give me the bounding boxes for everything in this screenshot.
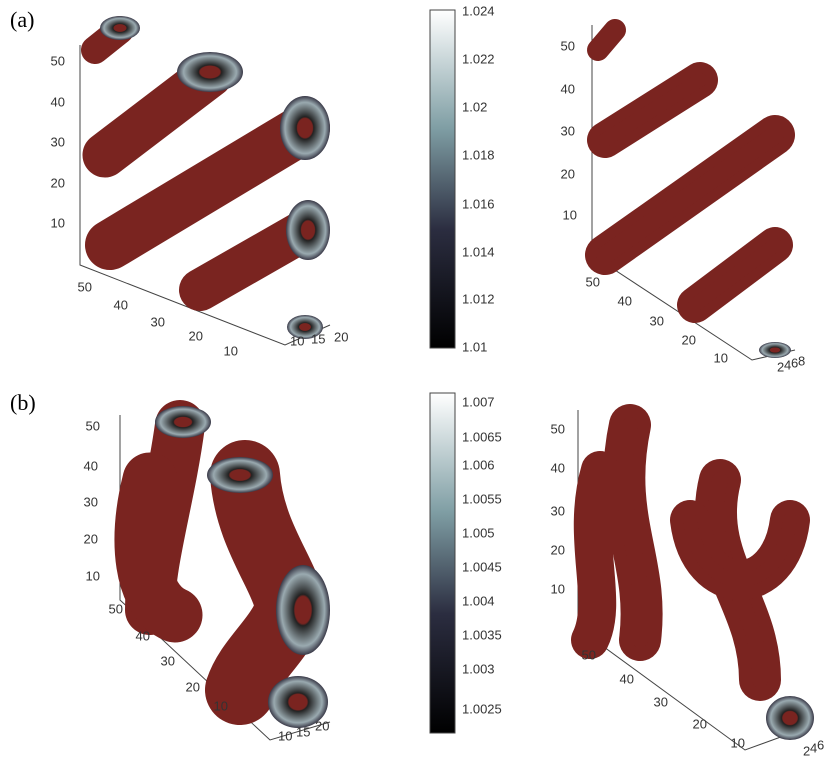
z-tick-label: 40 bbox=[84, 458, 98, 473]
y-tick-label: 15 bbox=[311, 331, 325, 346]
z-tick-label: 30 bbox=[84, 494, 98, 509]
y-tick-label: 6 bbox=[817, 737, 824, 752]
panel-b-left-shapes bbox=[120, 406, 330, 740]
z-tick-label: 50 bbox=[561, 38, 575, 53]
colorbar-tick-label: 1.0025 bbox=[462, 701, 502, 716]
x-tick-label: 40 bbox=[618, 293, 632, 308]
colorbar-tick-label: 1.018 bbox=[462, 147, 495, 162]
y-tick-label: 10 bbox=[290, 333, 304, 348]
colorbar bbox=[430, 10, 455, 348]
x-tick-label: 20 bbox=[189, 328, 203, 343]
colorbar-tick-label: 1.0065 bbox=[462, 429, 502, 444]
colorbar-tick-label: 1.0035 bbox=[462, 627, 502, 642]
x-tick-label: 40 bbox=[620, 671, 634, 686]
colorbar-tick-label: 1.022 bbox=[462, 51, 495, 66]
y-tick-label: 10 bbox=[278, 728, 292, 743]
x-tick-label: 10 bbox=[214, 698, 228, 713]
colorbar-tick-label: 1.003 bbox=[462, 661, 495, 676]
x-tick-label: 50 bbox=[586, 274, 600, 289]
x-tick-label: 50 bbox=[78, 279, 92, 294]
x-tick-label: 10 bbox=[731, 735, 745, 750]
z-tick-label: 20 bbox=[51, 175, 65, 190]
colorbar-tick-label: 1.016 bbox=[462, 196, 495, 211]
z-tick-label: 10 bbox=[86, 568, 100, 583]
colorbar-tick-label: 1.0055 bbox=[462, 491, 502, 506]
x-tick-label: 50 bbox=[582, 647, 596, 662]
z-tick-label: 40 bbox=[51, 94, 65, 109]
z-tick-label: 20 bbox=[561, 166, 575, 181]
colorbar-tick-label: 1.024 bbox=[462, 3, 495, 18]
y-tick-label: 8 bbox=[798, 353, 805, 368]
colorbar-tick-label: 1.02 bbox=[462, 99, 487, 114]
z-tick-label: 10 bbox=[51, 215, 65, 230]
colorbar-tick-label: 1.0045 bbox=[462, 559, 502, 574]
panel-b-right-shapes bbox=[578, 410, 814, 750]
z-tick-label: 30 bbox=[51, 134, 65, 149]
x-tick-label: 50 bbox=[109, 601, 123, 616]
z-tick-label: 10 bbox=[551, 581, 565, 596]
x-tick-label: 20 bbox=[682, 332, 696, 347]
y-tick-label: 15 bbox=[296, 724, 310, 739]
z-tick-label: 10 bbox=[563, 207, 577, 222]
x-tick-label: 20 bbox=[186, 679, 200, 694]
colorbar-tick-label: 1.01 bbox=[462, 339, 487, 354]
colorbar bbox=[430, 393, 455, 733]
x-tick-label: 10 bbox=[224, 343, 238, 358]
z-tick-label: 40 bbox=[561, 81, 575, 96]
colorbar-tick-label: 1.004 bbox=[462, 593, 495, 608]
colorbar-tick-label: 1.012 bbox=[462, 291, 495, 306]
y-tick-label: 20 bbox=[315, 718, 329, 733]
x-tick-label: 20 bbox=[693, 716, 707, 731]
x-tick-label: 10 bbox=[714, 350, 728, 365]
x-tick-label: 40 bbox=[136, 628, 150, 643]
z-tick-label: 20 bbox=[84, 531, 98, 546]
z-tick-label: 40 bbox=[551, 460, 565, 475]
z-tick-label: 50 bbox=[51, 53, 65, 68]
panel-a-right-shapes bbox=[592, 25, 795, 360]
panel-label: (a) bbox=[10, 7, 34, 32]
x-tick-label: 30 bbox=[151, 314, 165, 329]
y-tick-label: 20 bbox=[334, 329, 348, 344]
colorbar-tick-label: 1.007 bbox=[462, 394, 495, 409]
z-tick-label: 50 bbox=[86, 418, 100, 433]
figure: (a) 50 40 30 20 10 50 40 30 20 10 10 15 20 1.024 1.022 1… bbox=[0, 0, 828, 763]
x-tick-label: 40 bbox=[114, 297, 128, 312]
z-tick-label: 30 bbox=[551, 503, 565, 518]
z-tick-label: 20 bbox=[551, 542, 565, 557]
x-tick-label: 30 bbox=[654, 694, 668, 709]
x-tick-label: 30 bbox=[161, 653, 175, 668]
panel-label: (b) bbox=[10, 390, 36, 415]
z-tick-label: 30 bbox=[561, 123, 575, 138]
x-tick-label: 30 bbox=[650, 313, 664, 328]
colorbar-tick-label: 1.006 bbox=[462, 457, 495, 472]
z-tick-label: 50 bbox=[551, 421, 565, 436]
colorbar-tick-label: 1.005 bbox=[462, 525, 495, 540]
colorbar-tick-label: 1.014 bbox=[462, 244, 495, 259]
panel-a-left-shapes bbox=[80, 16, 330, 345]
